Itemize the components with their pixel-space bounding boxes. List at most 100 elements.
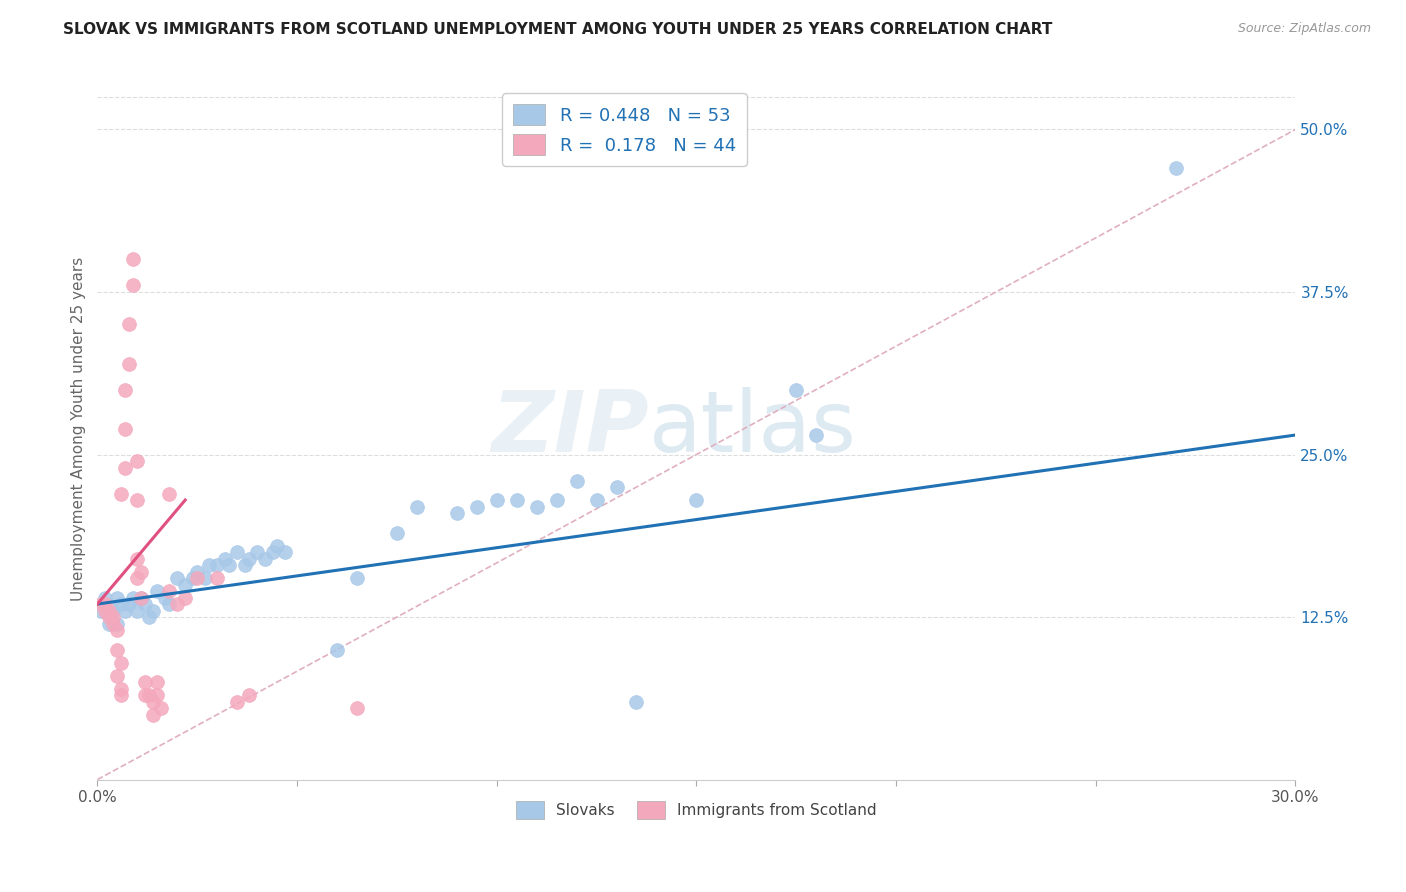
Point (110, 486, 132, 500)
Point (98, 616, 121, 631)
Point (122, 252, 145, 267)
Text: atlas: atlas (648, 387, 856, 470)
Point (129, 591, 152, 605)
Point (194, 571, 217, 585)
Point (110, 656, 132, 670)
Point (226, 695, 249, 709)
Point (186, 571, 208, 585)
Point (606, 480, 628, 494)
Point (166, 597, 188, 611)
Point (186, 565, 208, 579)
Point (94, 591, 117, 605)
Point (127, 493, 149, 508)
Point (218, 558, 240, 572)
Point (110, 681, 132, 696)
Point (122, 278, 145, 293)
Point (138, 610, 160, 624)
Point (138, 688, 160, 702)
Point (262, 545, 284, 559)
Point (157, 486, 180, 500)
Text: SLOVAK VS IMMIGRANTS FROM SCOTLAND UNEMPLOYMENT AMONG YOUTH UNDER 25 YEARS CORRE: SLOVAK VS IMMIGRANTS FROM SCOTLAND UNEMP… (63, 22, 1053, 37)
Point (118, 357, 141, 371)
Point (134, 675, 156, 690)
Point (98, 610, 121, 624)
Point (90, 603, 112, 617)
Point (526, 500, 548, 514)
Point (181, 571, 204, 585)
Point (105, 668, 128, 682)
Point (90, 597, 112, 611)
Point (114, 460, 136, 475)
Point (122, 591, 145, 605)
Point (114, 603, 136, 617)
Point (142, 707, 165, 722)
Point (114, 383, 136, 397)
Point (129, 591, 152, 605)
Point (142, 603, 165, 617)
Point (110, 597, 132, 611)
Point (105, 623, 128, 637)
Point (174, 591, 197, 605)
Point (98, 603, 121, 617)
Point (157, 584, 180, 599)
Point (546, 493, 568, 508)
Point (103, 616, 125, 631)
Point (385, 525, 408, 540)
Point (485, 493, 508, 508)
Point (155, 591, 177, 605)
Point (246, 545, 269, 559)
Point (585, 493, 607, 508)
Point (134, 597, 156, 611)
Point (626, 695, 648, 709)
Point (118, 318, 141, 332)
Point (685, 493, 707, 508)
Point (174, 577, 197, 591)
Point (146, 675, 169, 690)
Point (266, 539, 288, 553)
Point (565, 474, 588, 488)
Point (150, 701, 173, 715)
Point (105, 616, 128, 631)
Point (118, 597, 141, 611)
Point (326, 642, 349, 657)
Point (166, 571, 188, 585)
Point (134, 688, 156, 702)
Point (238, 688, 260, 702)
Text: Source: ZipAtlas.com: Source: ZipAtlas.com (1237, 22, 1371, 36)
Point (105, 642, 128, 657)
Point (806, 428, 828, 442)
Text: ZIP: ZIP (491, 387, 648, 470)
Point (94, 597, 117, 611)
Point (446, 506, 468, 520)
Point (205, 571, 228, 585)
Point (127, 603, 149, 617)
Point (205, 558, 228, 572)
Point (465, 500, 488, 514)
Point (346, 701, 368, 715)
Point (254, 551, 277, 566)
Point (127, 571, 149, 585)
Point (94, 603, 117, 617)
Point (198, 558, 221, 572)
Point (785, 383, 807, 397)
Legend: Slovaks, Immigrants from Scotland: Slovaks, Immigrants from Scotland (510, 795, 883, 824)
Point (405, 500, 427, 514)
Point (129, 565, 152, 579)
Point (233, 558, 256, 572)
Point (238, 551, 260, 566)
Point (114, 421, 136, 435)
Point (142, 695, 165, 709)
Point (103, 610, 125, 624)
Point (110, 688, 132, 702)
Y-axis label: Unemployment Among Youth under 25 years: Unemployment Among Youth under 25 years (72, 256, 86, 600)
Point (127, 551, 149, 566)
Point (505, 493, 527, 508)
Point (127, 454, 149, 468)
Point (226, 545, 249, 559)
Point (157, 597, 180, 611)
Point (346, 571, 368, 585)
Point (103, 603, 125, 617)
Point (146, 584, 169, 599)
Point (105, 591, 128, 605)
Point (214, 551, 236, 566)
